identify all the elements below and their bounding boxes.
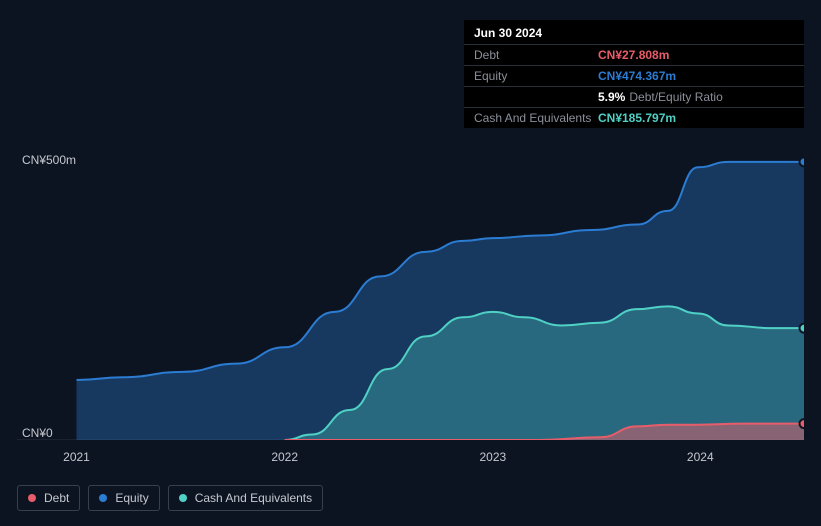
tooltip-row: EquityCN¥474.367m	[464, 65, 804, 86]
tooltip-label: Equity	[474, 69, 598, 83]
tooltip-row: Cash And EquivalentsCN¥185.797m	[464, 107, 804, 128]
series-end-dot	[800, 157, 805, 166]
legend-dot-icon	[99, 494, 107, 502]
x-axis-label: 2021	[63, 450, 90, 464]
tooltip-value: CN¥185.797m	[598, 111, 676, 125]
legend-item[interactable]: Equity	[88, 485, 159, 511]
legend-dot-icon	[179, 494, 187, 502]
legend-label: Debt	[44, 491, 69, 505]
tooltip-date: Jun 30 2024	[464, 20, 804, 44]
tooltip-suffix: Debt/Equity Ratio	[629, 90, 722, 104]
series-end-dot	[800, 419, 805, 428]
tooltip-panel: Jun 30 2024 DebtCN¥27.808mEquityCN¥474.3…	[464, 20, 804, 128]
tooltip-value: 5.9%Debt/Equity Ratio	[598, 90, 723, 104]
tooltip-row: DebtCN¥27.808m	[464, 44, 804, 65]
financial-area-chart	[17, 140, 804, 440]
x-axis-label: 2023	[480, 450, 507, 464]
x-axis-label: 2022	[271, 450, 298, 464]
legend-item[interactable]: Debt	[17, 485, 80, 511]
tooltip-row: 5.9%Debt/Equity Ratio	[464, 86, 804, 107]
tooltip-label	[474, 90, 598, 104]
legend-label: Equity	[115, 491, 148, 505]
series-end-dot	[800, 324, 805, 333]
legend-item[interactable]: Cash And Equivalents	[168, 485, 323, 511]
tooltip-value: CN¥27.808m	[598, 48, 669, 62]
tooltip-label: Debt	[474, 48, 598, 62]
legend-label: Cash And Equivalents	[195, 491, 312, 505]
x-axis-label: 2024	[687, 450, 714, 464]
legend-dot-icon	[28, 494, 36, 502]
legend: Debt Equity Cash And Equivalents	[17, 485, 323, 511]
tooltip-label: Cash And Equivalents	[474, 111, 598, 125]
tooltip-value: CN¥474.367m	[598, 69, 676, 83]
